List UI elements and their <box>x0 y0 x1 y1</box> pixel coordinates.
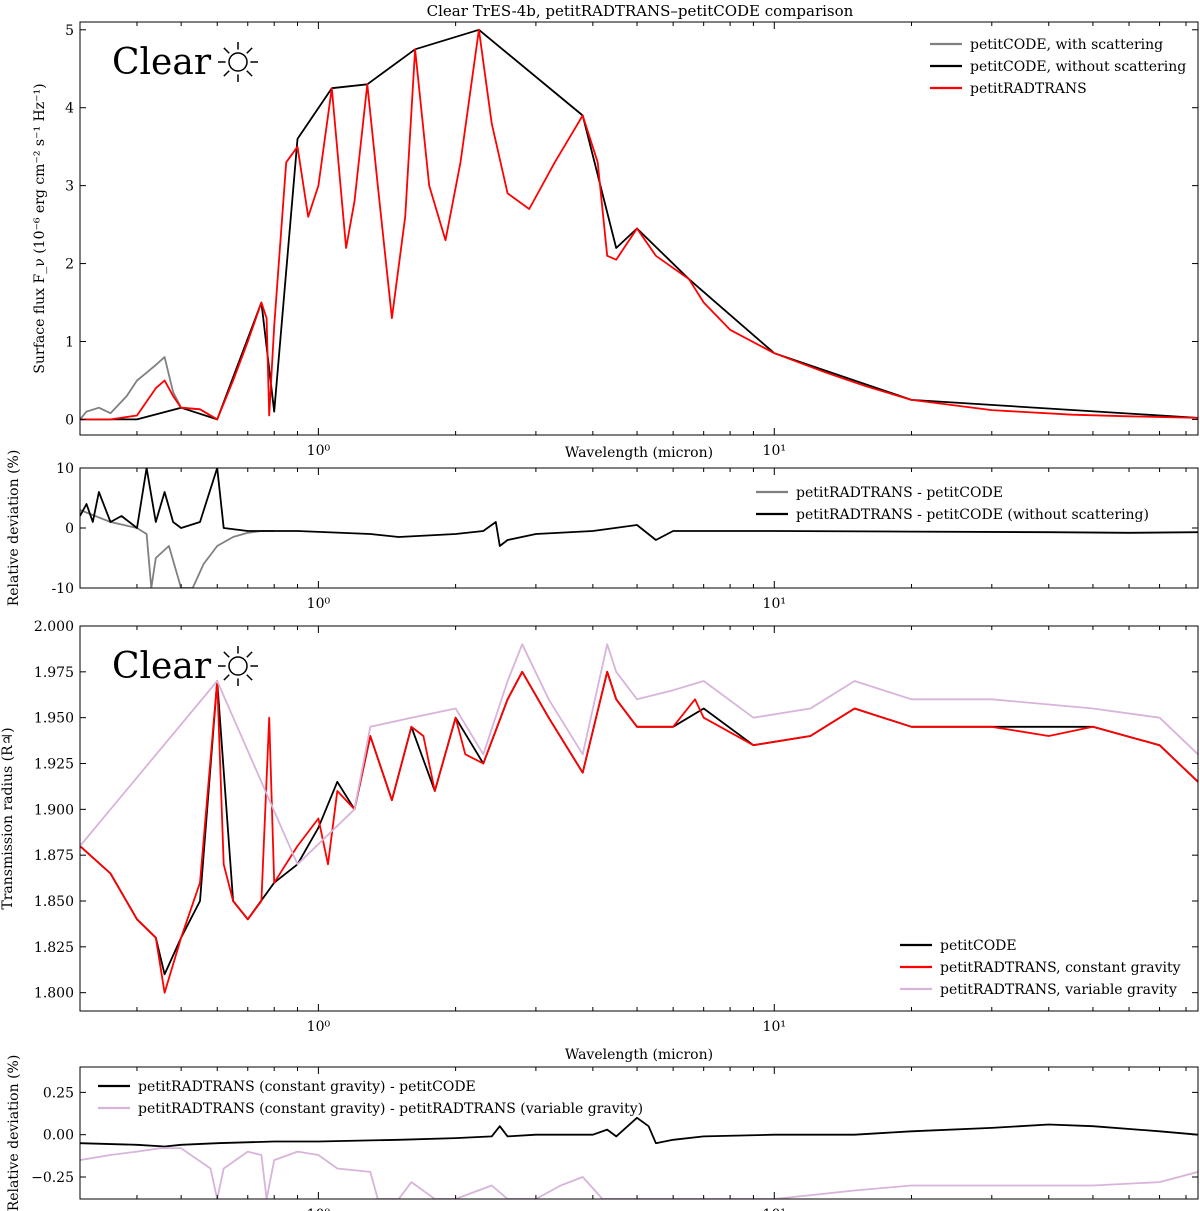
x-tick-label: 10¹ <box>763 596 786 612</box>
legend: petitCODE, with scattering petitCODE, wit… <box>930 37 1186 97</box>
annotation-text: Clear <box>112 42 212 83</box>
y-tick-label: 2 <box>65 257 74 273</box>
y-tick-label: -10 <box>51 581 74 597</box>
legend: petitRADTRANS - petitCODE petitRADTRANS -… <box>756 485 1149 523</box>
x-tick-label: 10⁰ <box>307 596 331 612</box>
y-axis-label: Relative deviation (%) <box>6 1055 22 1211</box>
y-tick-label: 5 <box>65 23 74 39</box>
series-line-1 <box>80 468 1198 547</box>
axes-frame <box>79 21 1199 436</box>
y-tick-label: 0 <box>65 521 74 537</box>
series-line-0 <box>80 1116 1198 1148</box>
legend-entry: petitRADTRANS, variable gravity <box>940 982 1177 998</box>
y-tick-label: 1.975 <box>34 665 74 681</box>
axes-frame <box>79 467 1199 589</box>
y-tick-label: 0.25 <box>43 1085 74 1101</box>
y-tick-label: 4 <box>65 101 74 117</box>
annotation-text: Clear <box>112 646 212 687</box>
legend-entry: petitRADTRANS (constant gravity) - petit… <box>138 1079 476 1095</box>
series-line-1 <box>80 1147 1198 1199</box>
legend-entry: petitRADTRANS <box>970 81 1087 97</box>
legend-entry: petitCODE, without scattering <box>970 59 1186 75</box>
panel-emission: 0 1 2 3 4 5 10⁰ 10¹ Wavelength (micron) Surface f… <box>32 21 1199 461</box>
legend-entry: petitCODE <box>940 938 1017 954</box>
x-tick-label: 10⁰ <box>307 443 331 459</box>
y-tick-label: 0 <box>65 412 74 428</box>
y-tick-label: −0.25 <box>31 1170 74 1186</box>
x-tick-label: 10¹ <box>763 1019 786 1035</box>
legend: petitCODE petitRADTRANS, constant gravity… <box>900 938 1181 998</box>
x-tick-label: 10¹ <box>763 1207 786 1211</box>
legend-entry: petitCODE, with scattering <box>970 37 1163 53</box>
panel-emission-deviation: -10 0 10 10⁰ 10¹ Relative deviation (%) petitR… <box>6 450 1199 612</box>
y-tick-label: 1.875 <box>34 848 74 864</box>
series-line-0 <box>80 670 1198 976</box>
y-axis-label: Relative deviation (%) <box>6 450 22 607</box>
y-tick-label: 1.825 <box>34 940 74 956</box>
sun-icon <box>218 42 258 82</box>
y-tick-label: 10 <box>56 461 74 477</box>
y-tick-label: 1.950 <box>34 711 74 727</box>
y-tick-label: 1.800 <box>34 986 74 1002</box>
series-line-2 <box>80 643 1198 866</box>
x-tick-label: 10⁰ <box>307 1019 331 1035</box>
series-line-1 <box>80 28 1198 421</box>
series-line-1 <box>80 670 1198 994</box>
y-axis-label: Surface flux F_ν (10⁻⁶ erg cm⁻² s⁻¹ Hz⁻¹… <box>32 83 48 373</box>
y-axis-label: Transmission radius (R♃) <box>0 727 16 909</box>
y-tick-label: 0.00 <box>43 1128 74 1144</box>
legend-entry: petitRADTRANS - petitCODE (without scatt… <box>796 507 1149 523</box>
legend-entry: petitRADTRANS, constant gravity <box>940 960 1181 976</box>
figure-title: Clear TrES-4b, petitRADTRANS–petitCODE c… <box>427 2 854 20</box>
y-tick-label: 1.925 <box>34 757 74 773</box>
axes-frame <box>79 1066 1199 1200</box>
axes-frame <box>79 625 1199 1012</box>
panel-transmission: 1.800 1.825 1.850 1.875 1.900 1.925 1.950 1.975… <box>0 619 1199 1063</box>
series-line-0 <box>80 509 275 588</box>
legend-entry: petitRADTRANS (constant gravity) - petit… <box>138 1101 643 1117</box>
x-tick-label: 10¹ <box>763 443 786 459</box>
y-tick-label: 2.000 <box>34 619 74 635</box>
x-tick-label: 10⁰ <box>307 1207 331 1211</box>
series-line-2 <box>80 28 1198 421</box>
legend-entry: petitRADTRANS - petitCODE <box>796 485 1003 501</box>
legend: petitRADTRANS (constant gravity) - petit… <box>98 1079 643 1117</box>
x-axis-label: Wavelength (micron) <box>565 1047 713 1063</box>
series-line-0 <box>80 356 218 421</box>
panel-transmission-deviation: −0.25 0.00 0.25 10⁰ 10¹ Relative deviation (%… <box>6 1055 1199 1211</box>
y-tick-label: 3 <box>65 179 74 195</box>
x-axis-label: Wavelength (micron) <box>565 445 713 461</box>
y-tick-label: 1.900 <box>34 802 74 818</box>
sun-icon <box>218 646 258 686</box>
y-tick-label: 1.850 <box>34 894 74 910</box>
y-tick-label: 1 <box>65 334 74 350</box>
